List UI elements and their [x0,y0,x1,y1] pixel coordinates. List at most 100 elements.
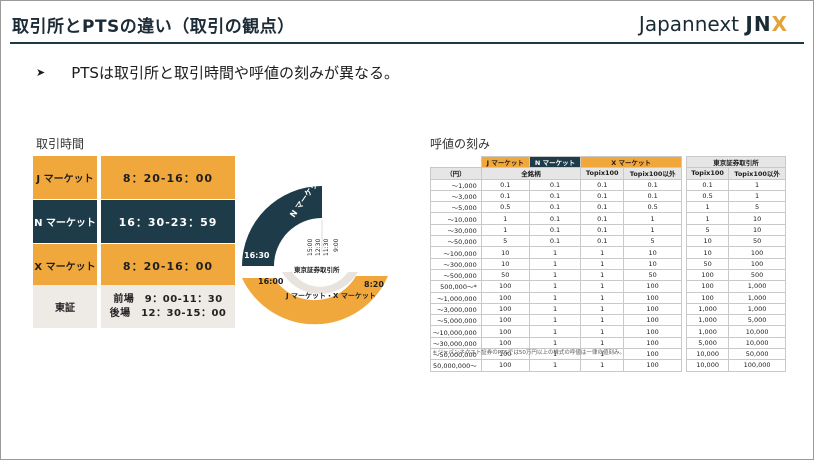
table-row: ～500,000 50 1 1 50 [430,268,682,282]
yen-header: （円） [430,167,482,180]
table-row: 10,000 50,000 [685,348,786,361]
price-range-cell: ～10,000 [430,212,482,225]
j-market-header: J マーケット [480,155,530,169]
tick-cell: 0.1 [528,178,582,191]
table-row: 10 50 [685,235,786,248]
tick-cell: 0.1 [623,189,682,203]
tick-size-label: 呼値の刻み [430,137,491,151]
tick-cell: 1 [623,223,682,237]
tick-cell: 100 [728,257,786,270]
table-row: ～3,000,000 100 1 1 100 [430,302,682,316]
tick-cell: 1 [580,314,625,327]
table-row: 100 1,000 [685,280,786,293]
topix100-header: Topix100 [580,167,625,180]
price-range-cell: ～500,000 [430,268,482,282]
logo-brand: JNX [745,12,788,36]
tick-cell: 1 [528,336,582,350]
market-row-x: X マーケット 8：20-16：00 [33,244,235,287]
tick-cell: 1 [528,280,582,293]
n-market-start: 16:30 [244,251,270,260]
market-row-n: N マーケット 16：30-23：59 [33,200,235,243]
logo-brand-j: J [745,12,754,36]
tse-time-1: 15:00 [307,239,314,256]
tick-cell: 100 [623,302,682,316]
tick-cell: 0.1 [580,178,625,191]
market-time: 8：20-16：00 [101,244,235,287]
table-row: 5,000 10,000 [685,336,786,350]
tick-cell: 1 [580,302,625,316]
tick-cell: 10,000 [685,359,730,372]
market-name: 東証 [33,285,97,328]
tick-cell: 1 [528,325,582,338]
table-row: 0.1 1 [685,178,786,191]
tse-time-3: 11:30 [323,239,330,256]
tick-cell: 100 [480,314,530,327]
tick-cell: 100 [480,291,530,304]
tick-cell: 100 [480,302,530,316]
tse-tick-table: 東京証券取引所 Topix100 Topix100以外 0.1 1 0.5 1 1 5 1 1… [685,155,786,372]
tick-cell: 50 [685,257,730,270]
tick-cell: 10,000 [685,348,730,361]
tick-cell: 100 [623,348,682,361]
table-row: ～10,000,000 100 1 1 100 [430,325,682,338]
tick-cell: 100 [480,359,530,372]
price-range-cell: ～3,000 [430,189,482,203]
tick-cell: 0.1 [528,189,582,203]
tick-cell: 1,000 [685,302,730,316]
jx-market-label: J マーケット・X マーケット [285,292,376,300]
trading-hours-clock-diagram: N マーケット 23:59 16:30 J マーケット・X マーケット 16:0… [242,173,388,325]
tick-cell: 0.1 [580,235,625,248]
tick-cell: 10 [623,257,682,270]
all-stocks-header: 全銘柄 [480,167,582,180]
logo-brand-x: X [771,12,788,36]
price-range-cell: ～3,000,000 [430,302,482,316]
market-time: 16：30-23：59 [101,200,235,243]
tick-cell: 0.1 [580,201,625,214]
tick-cell: 10 [480,246,530,259]
bullet-text: PTSは取引所と取引時間や呼値の刻みが異なる。 [71,64,399,82]
table-row: ～50,000 5 0.1 0.1 5 [430,235,682,248]
price-range-cell: 500,000～* [430,280,482,293]
tick-cell: 0.1 [528,201,582,214]
tick-cell: 0.5 [685,189,730,203]
tick-cell: 1 [528,291,582,304]
footnote: ＊ジャパンネクスト証券のPTSでは50万円以上の株式の呼値は一律の値刻み。 [432,350,625,356]
tick-cell: 1 [580,268,625,282]
tick-cell: 1 [528,302,582,316]
tick-cell: 10 [480,257,530,270]
x-market-header: X マーケット [580,155,682,169]
tse-arc [282,272,358,294]
tick-cell: 100 [480,280,530,293]
market-name: J マーケット [33,156,97,199]
tick-cell: 100 [623,280,682,293]
jx-market-arc [242,276,388,325]
bullet-point: ➤ PTSは取引所と取引時間や呼値の刻みが異なる。 [36,62,399,83]
price-range-cell: ～5,000,000 [430,314,482,327]
table-row: ～1,000,000 100 1 1 100 [430,291,682,304]
tick-cell: 1 [528,268,582,282]
title-divider [10,42,804,44]
tick-cell: 1 [580,291,625,304]
tick-cell: 10 [728,223,786,237]
tse-time-2: 12:30 [315,239,322,256]
tick-cell: 1,000 [728,280,786,293]
price-range-cell: ～1,000 [430,178,482,191]
table-row: 0.5 1 [685,189,786,203]
price-range-cell: 50,000,000～ [430,359,482,372]
tick-cell: 1,000 [685,314,730,327]
tick-cell: 5 [728,201,786,214]
tick-cell: 100 [685,268,730,282]
tick-cell: 0.5 [623,201,682,214]
tick-cell: 10,000 [728,325,786,338]
table-row: 1,000 10,000 [685,325,786,338]
table-row: 50,000,000～ 100 1 1 100 [430,359,682,372]
tick-cell: 0.1 [528,223,582,237]
market-name: X マーケット [33,244,97,287]
table-row: 500,000～* 100 1 1 100 [430,280,682,293]
tse-topix100-other-header: Topix100以外 [728,167,786,180]
tick-cell: 100 [623,336,682,350]
tick-cell: 10 [728,212,786,225]
tick-cell: 10 [685,235,730,248]
tick-cell: 5 [480,235,530,248]
